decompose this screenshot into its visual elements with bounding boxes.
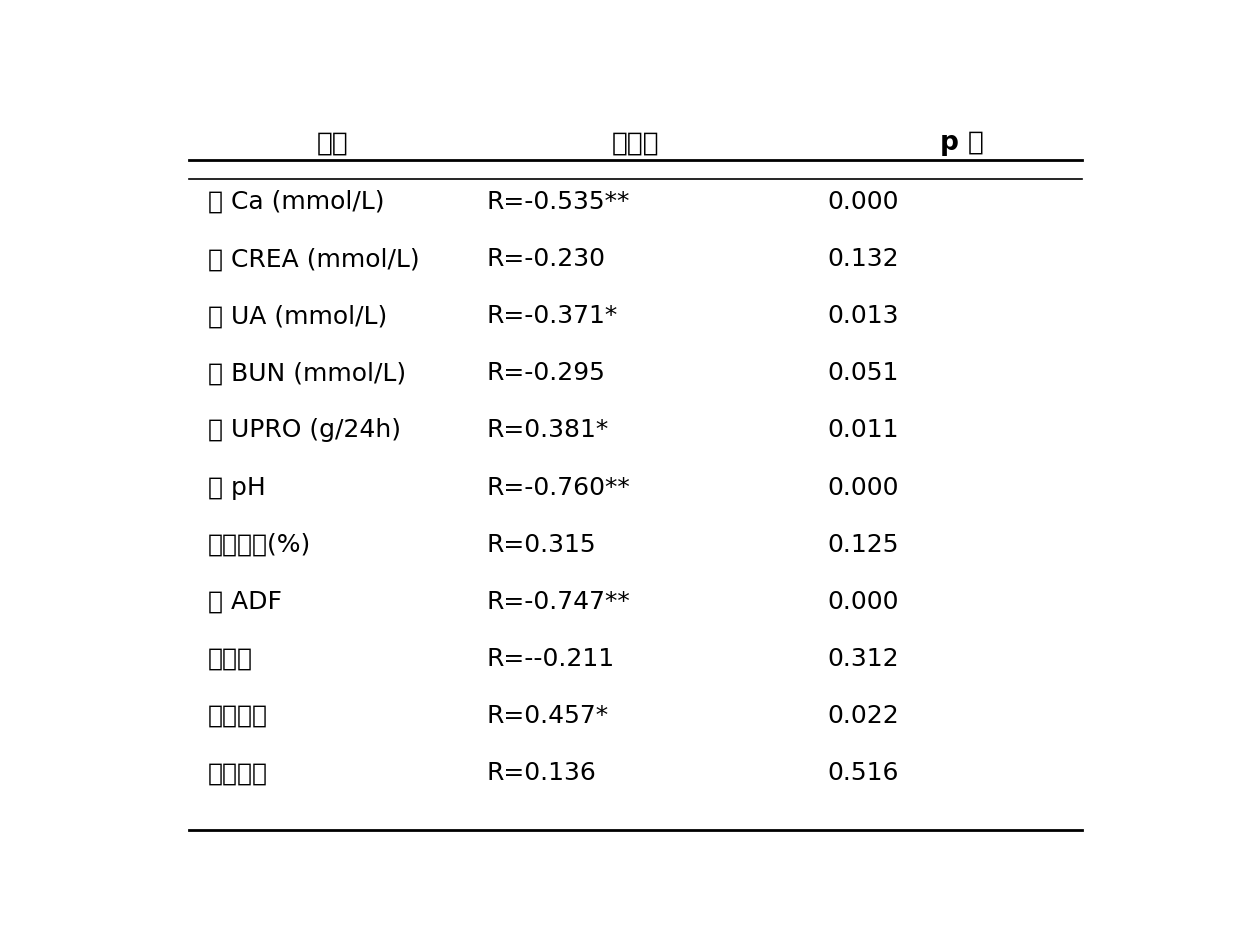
Text: R=-0.295: R=-0.295 <box>486 361 605 385</box>
Text: 0.011: 0.011 <box>828 418 899 442</box>
Text: 尿 UPRO (g/24h): 尿 UPRO (g/24h) <box>208 418 401 442</box>
Text: R=0.457*: R=0.457* <box>486 704 609 728</box>
Text: 0.022: 0.022 <box>828 704 899 728</box>
Text: R=0.381*: R=0.381* <box>486 418 609 442</box>
Text: 0.125: 0.125 <box>828 533 899 556</box>
Text: R=--0.211: R=--0.211 <box>486 647 615 670</box>
Text: 相关性: 相关性 <box>611 130 660 156</box>
Text: R=0.136: R=0.136 <box>486 761 596 786</box>
Text: 0.013: 0.013 <box>828 304 899 328</box>
Text: 尿 UA (mmol/L): 尿 UA (mmol/L) <box>208 304 387 328</box>
Text: R=0.315: R=0.315 <box>486 533 596 556</box>
Text: 0.312: 0.312 <box>828 647 899 670</box>
Text: R=-0.230: R=-0.230 <box>486 247 605 271</box>
Text: 尿 BUN (mmol/L): 尿 BUN (mmol/L) <box>208 361 405 385</box>
Text: R=-0.747**: R=-0.747** <box>486 590 630 613</box>
Text: 0.051: 0.051 <box>828 361 899 385</box>
Text: p 值: p 值 <box>940 130 985 156</box>
Text: 粪粗脂肪: 粪粗脂肪 <box>208 761 268 786</box>
Text: 粪淀粉: 粪淀粉 <box>208 647 253 670</box>
Text: 粪干物质(%): 粪干物质(%) <box>208 533 311 556</box>
Text: 0.000: 0.000 <box>828 590 899 613</box>
Text: 0.000: 0.000 <box>828 190 899 214</box>
Text: R=-0.535**: R=-0.535** <box>486 190 630 214</box>
Text: 尿 pH: 尿 pH <box>208 476 265 499</box>
Text: 0.132: 0.132 <box>828 247 899 271</box>
Text: 0.000: 0.000 <box>828 476 899 499</box>
Text: 尿 CREA (mmol/L): 尿 CREA (mmol/L) <box>208 247 419 271</box>
Text: 0.516: 0.516 <box>828 761 899 786</box>
Text: 粪粗蛋白: 粪粗蛋白 <box>208 704 268 728</box>
Text: 指标: 指标 <box>317 130 348 156</box>
Text: 尿 Ca (mmol/L): 尿 Ca (mmol/L) <box>208 190 384 214</box>
Text: R=-0.760**: R=-0.760** <box>486 476 630 499</box>
Text: 粪 ADF: 粪 ADF <box>208 590 281 613</box>
Text: R=-0.371*: R=-0.371* <box>486 304 618 328</box>
